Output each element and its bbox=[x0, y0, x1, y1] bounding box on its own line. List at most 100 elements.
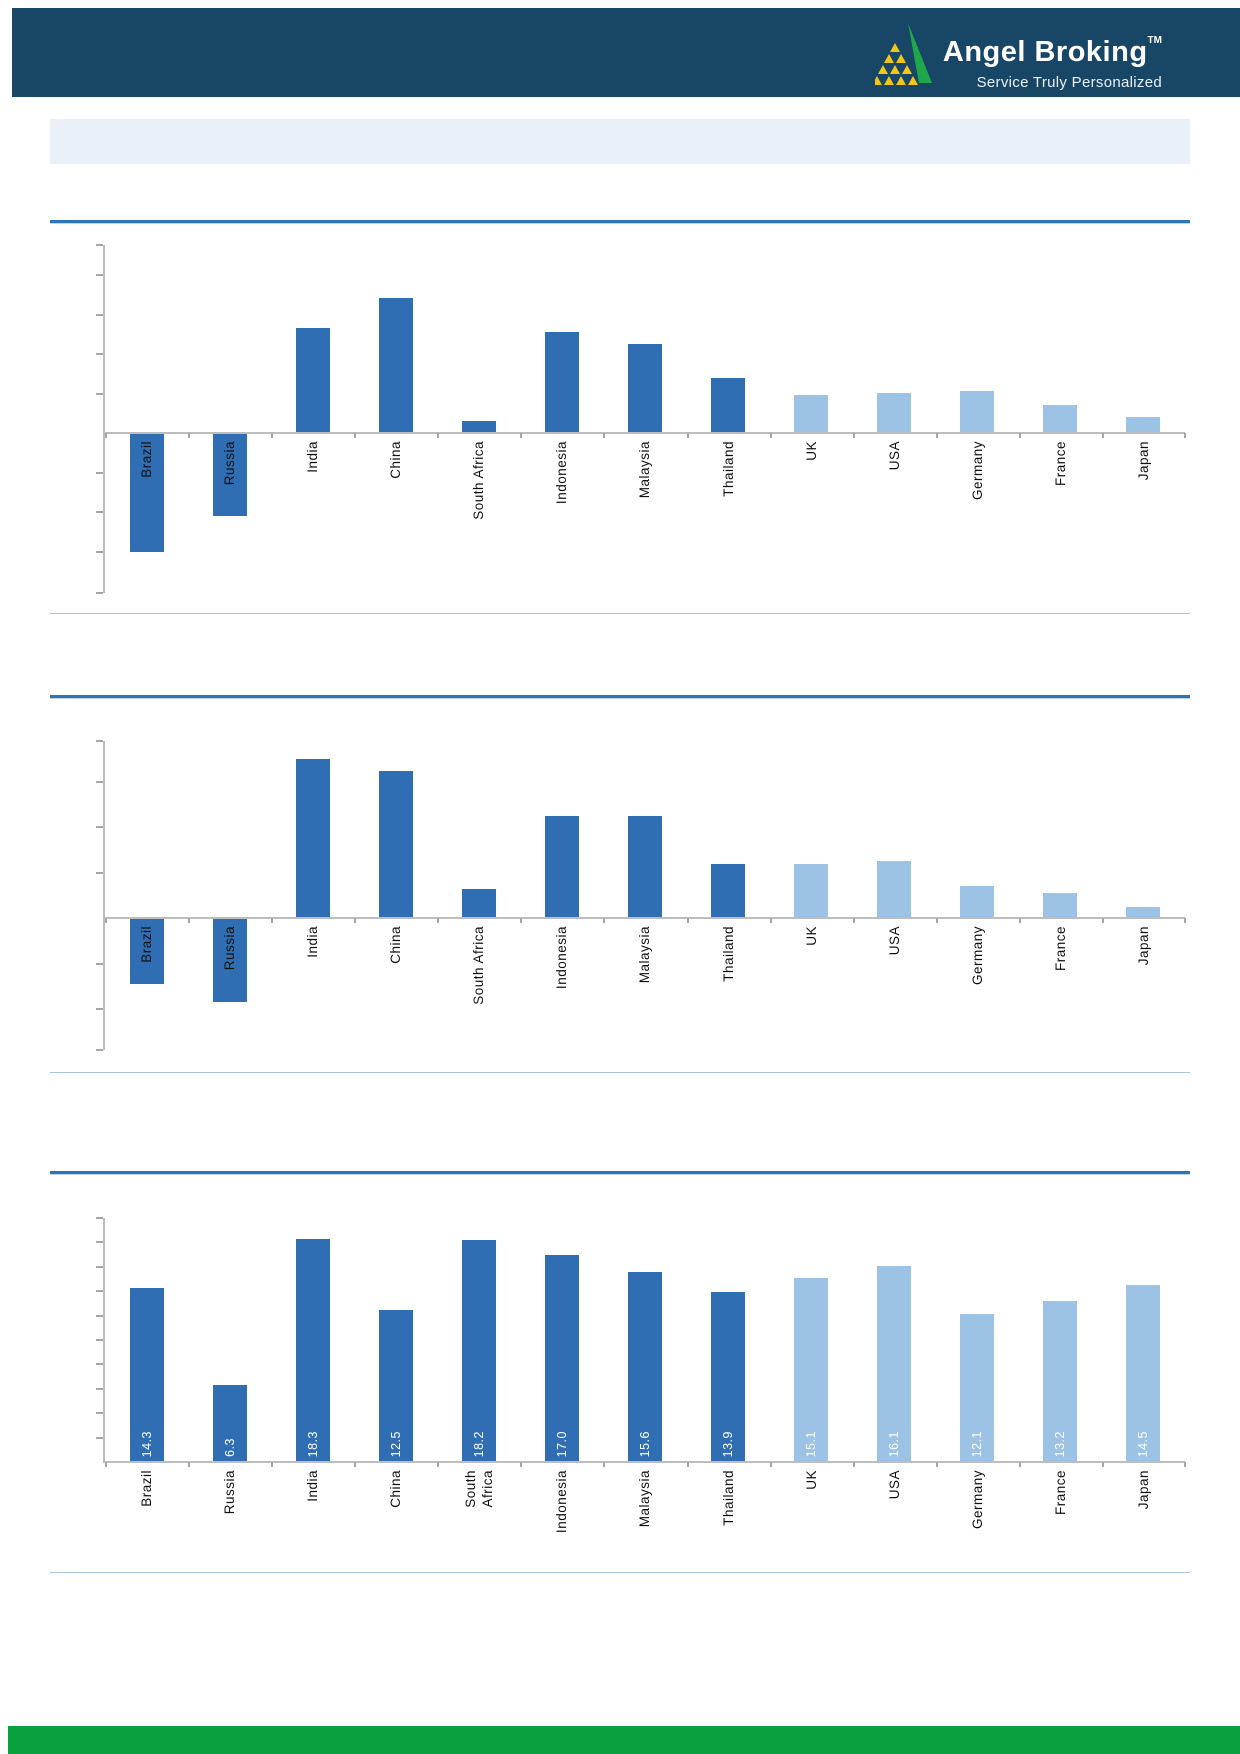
x-axis-label: Indonesia bbox=[520, 441, 603, 504]
x-axis-label-text: Indonesia bbox=[554, 441, 570, 505]
footer-bar bbox=[8, 1726, 1240, 1754]
axis-tick bbox=[603, 918, 606, 923]
x-axis-label: USA bbox=[853, 926, 936, 955]
angel-broking-logo: Angel BrokingTM Service Truly Personaliz… bbox=[874, 21, 1162, 91]
axis-tick bbox=[852, 1462, 855, 1467]
x-axis-label: USA bbox=[853, 441, 936, 470]
axis-tick bbox=[96, 392, 103, 395]
axis-tick bbox=[96, 1412, 103, 1415]
x-axis-label-text: UK bbox=[803, 926, 819, 946]
axis-tick bbox=[1101, 433, 1104, 438]
x-axis-label: Russia bbox=[188, 1470, 271, 1514]
x-axis-label-text: Russia bbox=[222, 926, 238, 971]
axis-tick bbox=[105, 918, 107, 923]
axis-tick bbox=[96, 353, 103, 355]
x-axis-label: Russia bbox=[188, 926, 271, 970]
bar: 15.1 bbox=[794, 1277, 829, 1462]
bar: 18.3 bbox=[295, 1238, 330, 1462]
axis-tick bbox=[96, 1265, 103, 1268]
bar bbox=[544, 815, 579, 918]
x-axis-label: Thailand bbox=[687, 441, 770, 497]
section-divider-2 bbox=[50, 695, 1190, 699]
x-axis-label: France bbox=[1019, 1470, 1102, 1515]
x-axis-label-text: Germany bbox=[969, 441, 985, 501]
bar-value-text: 17.0 bbox=[554, 1430, 569, 1457]
x-axis-label: South Africa bbox=[437, 1470, 520, 1508]
brand-tagline: Service Truly Personalized bbox=[976, 74, 1162, 91]
x-axis-label-text: Germany bbox=[969, 926, 985, 986]
x-axis-label-text: Indonesia bbox=[554, 1470, 570, 1534]
axis-tick bbox=[769, 433, 772, 438]
bar: 12.1 bbox=[960, 1314, 995, 1462]
axis-tick bbox=[96, 1363, 103, 1366]
x-axis-label: Germany bbox=[936, 441, 1019, 500]
x-axis-label-text: Thailand bbox=[720, 1470, 736, 1526]
bar-value-text: 13.2 bbox=[1053, 1430, 1068, 1457]
axis-tick bbox=[188, 918, 191, 923]
axis-tick bbox=[96, 1436, 103, 1439]
axis-tick bbox=[96, 1290, 103, 1293]
bar-value-label: 14.5 bbox=[1126, 1431, 1160, 1457]
bar bbox=[129, 433, 164, 552]
x-axis-label: Malaysia bbox=[603, 441, 686, 498]
axis-tick bbox=[96, 1339, 103, 1341]
axis-tick bbox=[188, 433, 191, 438]
bar bbox=[378, 770, 413, 918]
x-axis-label-text: UK bbox=[803, 441, 819, 461]
bar: 13.9 bbox=[711, 1292, 746, 1462]
logo-text-block: Angel BrokingTM Service Truly Personaliz… bbox=[943, 21, 1162, 91]
axis-tick bbox=[437, 433, 440, 438]
bar bbox=[1126, 906, 1161, 918]
axis-tick bbox=[354, 918, 357, 923]
x-axis-label: Brazil bbox=[105, 441, 188, 478]
bar: 13.2 bbox=[1043, 1300, 1078, 1462]
x-axis-label-text: USA bbox=[886, 441, 902, 471]
x-axis-label: UK bbox=[770, 926, 853, 946]
axis-tick bbox=[96, 244, 103, 246]
x-axis-label-text: Malaysia bbox=[637, 441, 653, 499]
title-banner bbox=[50, 119, 1190, 164]
angel-broking-logo-icon bbox=[874, 23, 932, 85]
bar-value-label: 16.1 bbox=[877, 1431, 911, 1457]
x-axis-label-text: South Africa bbox=[471, 441, 487, 520]
bar-value-text: 13.9 bbox=[721, 1430, 736, 1457]
bar-value-label: 13.9 bbox=[711, 1431, 745, 1457]
bar-value-label: 12.5 bbox=[379, 1431, 413, 1457]
bar: 14.3 bbox=[129, 1287, 164, 1462]
bar-value-text: 16.1 bbox=[887, 1430, 902, 1457]
x-axis-label: India bbox=[271, 926, 354, 958]
x-axis-label-text: Russia bbox=[222, 1470, 238, 1515]
x-axis-label: Indonesia bbox=[520, 1470, 603, 1533]
axis-tick bbox=[1101, 918, 1104, 923]
bar-value-text: 18.2 bbox=[471, 1430, 486, 1457]
logo-yellow-pyramid bbox=[874, 43, 918, 85]
x-axis-label-text: Japan bbox=[1135, 441, 1151, 481]
x-axis-label-text: India bbox=[305, 926, 321, 958]
axis-tick bbox=[935, 918, 938, 923]
bar-value-text: 14.3 bbox=[139, 1430, 154, 1457]
axis-tick bbox=[96, 313, 103, 316]
x-axis-label-text: India bbox=[305, 1470, 321, 1502]
x-axis-label-text: Brazil bbox=[139, 1470, 155, 1507]
x-axis bbox=[103, 432, 1185, 434]
x-axis-label-text: Thailand bbox=[720, 926, 736, 982]
axis-tick bbox=[852, 918, 855, 923]
axis-tick bbox=[271, 433, 274, 438]
y-axis bbox=[103, 1218, 105, 1462]
axis-tick bbox=[105, 433, 107, 438]
axis-tick bbox=[1018, 1462, 1021, 1467]
x-axis-label-text: Russia bbox=[222, 441, 238, 486]
x-axis-label-text: Thailand bbox=[720, 441, 736, 497]
x-axis-label-text: China bbox=[388, 441, 404, 479]
x-axis-label: Japan bbox=[1102, 926, 1185, 965]
x-axis-label: Germany bbox=[936, 926, 1019, 985]
x-axis-label: China bbox=[354, 441, 437, 479]
section-divider-3 bbox=[50, 1171, 1190, 1175]
axis-tick bbox=[686, 433, 689, 438]
axis-tick bbox=[96, 1241, 103, 1244]
y-axis bbox=[103, 245, 105, 593]
axis-tick bbox=[1018, 918, 1021, 923]
bar-value-text: 15.6 bbox=[638, 1430, 652, 1457]
bar bbox=[794, 395, 829, 433]
axis-tick bbox=[520, 1462, 523, 1467]
